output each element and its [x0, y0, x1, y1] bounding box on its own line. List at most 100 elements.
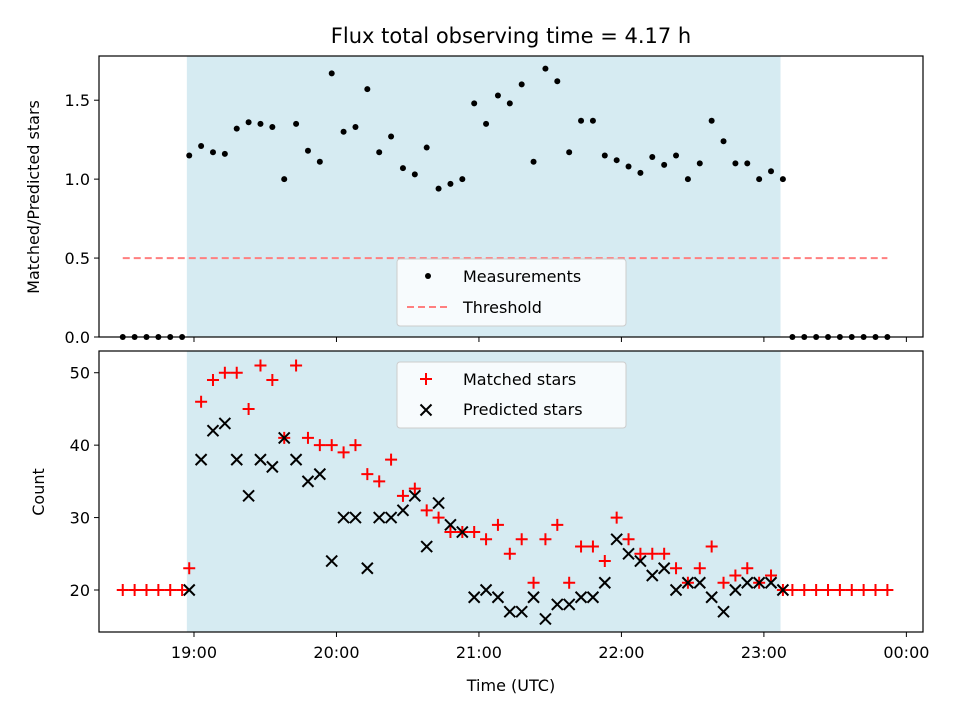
matched-star-point: [152, 583, 165, 596]
legend-box: [396, 258, 627, 327]
measurement-point: [352, 124, 359, 131]
matched-star-point: [420, 504, 433, 517]
y-tick-label: 0.5: [65, 249, 90, 268]
predicted-star-point: [491, 591, 505, 604]
matched-star-point: [869, 583, 882, 596]
matched-star-point: [822, 583, 835, 596]
top-legend: Measurements Threshold: [396, 258, 627, 327]
measurement-point: [198, 142, 205, 149]
measurement-point: [221, 150, 228, 157]
matched-star-point: [337, 446, 350, 459]
matched-star-point: [361, 468, 374, 481]
measurement-point: [281, 176, 288, 183]
legend-threshold-label: Threshold: [462, 298, 542, 317]
matched-star-point: [503, 547, 516, 560]
predicted-star-point: [456, 525, 469, 539]
predicted-star-point: [206, 424, 220, 437]
predicted-star-point: [313, 467, 327, 481]
bottom-legend: Matched stars Predicted stars: [396, 361, 627, 429]
matched-star-point: [325, 439, 338, 452]
legend-matched-marker: [420, 373, 432, 385]
y-tick-label: 40: [70, 436, 90, 455]
measurement-point: [578, 117, 585, 124]
matched-star-point: [266, 373, 279, 386]
predicted-star-point: [693, 576, 706, 589]
matched-star-point: [881, 583, 894, 596]
predicted-star-point: [384, 511, 398, 524]
matched-star-point: [786, 583, 799, 596]
matched-star-point: [373, 475, 386, 488]
predicted-star-point: [764, 576, 778, 589]
predicted-star-point: [266, 460, 279, 474]
measurement-point: [233, 125, 240, 132]
matched-star-point: [729, 569, 742, 582]
matched-star-point: [480, 533, 493, 546]
axes-frame: [98, 55, 924, 338]
predicted-star-point: [646, 569, 659, 582]
predicted-star-point: [194, 453, 208, 466]
y-tick-label: 1.0: [65, 170, 90, 189]
measurement-point: [661, 161, 668, 168]
predicted-star-point: [515, 605, 528, 618]
predicted-star-point: [610, 533, 623, 546]
measurement-point: [435, 185, 442, 192]
predicted-star-point: [254, 453, 267, 466]
matched-star-point: [622, 533, 635, 546]
measurement-point: [257, 120, 264, 127]
measurement-point: [554, 78, 561, 85]
matched-star-point: [586, 540, 599, 553]
matched-star-point: [598, 555, 611, 568]
predicted-star-point: [349, 511, 362, 524]
measurement-point: [471, 100, 478, 107]
matched-star-point: [408, 482, 421, 495]
x-tick-label: 23:00: [741, 643, 787, 662]
matched-star-point: [634, 547, 647, 560]
predicted-star-point: [657, 562, 671, 575]
matched-star-point: [705, 540, 718, 553]
measurement-point: [732, 160, 739, 167]
predicted-star-point: [717, 605, 730, 618]
matched-star-point: [833, 583, 846, 596]
x-tick-label: 22:00: [598, 643, 644, 662]
predicted-star-point: [361, 562, 374, 575]
measurement-point: [779, 176, 786, 183]
matched-star-point: [765, 569, 778, 582]
matched-star-point: [857, 583, 870, 596]
bottom-panel: 20 30 40 50 19:00 20:00 21:00 22:00 23:00 00:00 C…: [29, 350, 929, 695]
predicted-star-point: [622, 547, 635, 560]
predicted-star-point: [551, 598, 564, 611]
matched-star-point: [693, 562, 706, 575]
matched-star-point: [183, 562, 196, 575]
predicted-star-point: [776, 583, 790, 597]
measurement-point: [589, 117, 596, 124]
x-tick-label: 21:00: [456, 643, 502, 662]
measurement-point: [411, 171, 418, 178]
predicted-star-point: [741, 576, 754, 589]
matched-star-point: [432, 511, 445, 524]
matched-star-point: [301, 431, 314, 444]
legend-measurements-label: Measurements: [463, 267, 581, 286]
predicted-star-point: [574, 591, 588, 604]
measurement-point: [744, 160, 751, 167]
matched-star-point: [741, 562, 754, 575]
legend-measurements-marker: [425, 273, 431, 279]
matched-star-point: [230, 366, 243, 379]
predicted-star-point: [420, 540, 433, 553]
measurement-point: [340, 128, 347, 135]
y-tick-label: 20: [70, 581, 90, 600]
matched-star-point: [670, 562, 683, 575]
matched-star-point: [242, 402, 255, 415]
measurement-point: [613, 157, 620, 164]
measurement-point: [186, 152, 193, 159]
measurement-point: [245, 119, 252, 126]
measurement-point: [459, 176, 466, 183]
predicted-star-point: [183, 583, 196, 597]
predicted-star-point: [729, 583, 742, 597]
measurement-point: [720, 138, 727, 145]
predicted-star-point: [539, 612, 552, 626]
legend-matched-label: Matched stars: [463, 370, 576, 389]
matched-star-point: [206, 373, 219, 386]
measurement-point: [209, 149, 216, 156]
matched-star-point: [313, 439, 326, 452]
